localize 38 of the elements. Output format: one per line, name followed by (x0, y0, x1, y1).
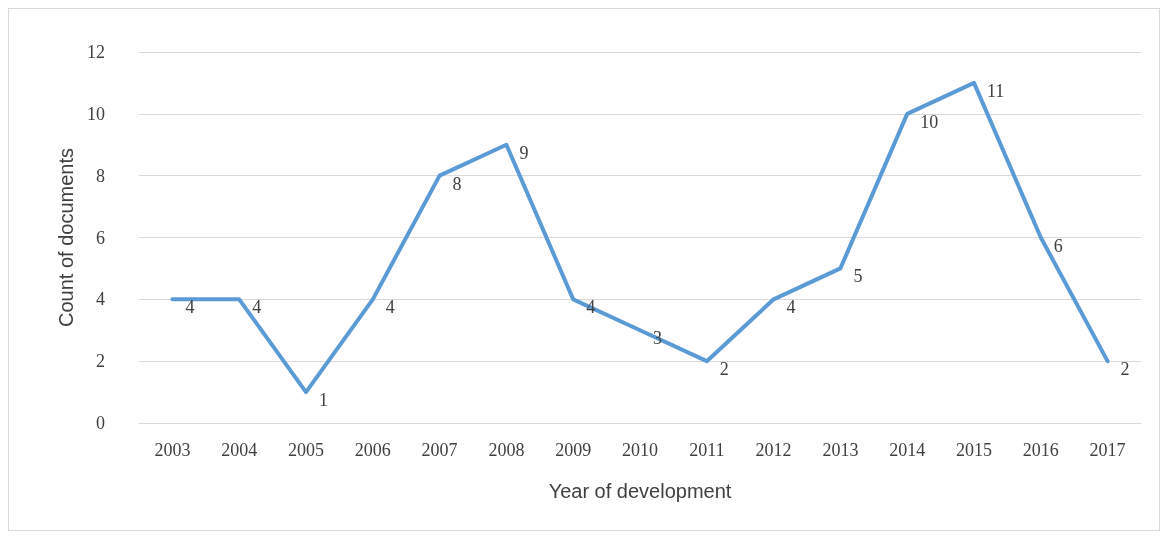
x-tick-label: 2017 (1089, 440, 1126, 460)
data-label: 8 (452, 173, 462, 194)
x-axis-title: Year of development (548, 480, 732, 502)
data-label: 4 (385, 297, 395, 318)
x-tick-label: 2004 (221, 440, 258, 460)
x-tick-label: 2010 (622, 440, 658, 460)
x-tick-label: 2011 (689, 440, 725, 460)
x-tick-label: 2014 (889, 440, 926, 460)
data-label: 5 (853, 266, 863, 287)
y-tick-label: 12 (87, 42, 105, 62)
x-tick-label: 2006 (354, 440, 391, 460)
x-tick-label: 2015 (956, 440, 992, 460)
x-tick-label: 2009 (555, 440, 592, 460)
data-label: 9 (519, 142, 529, 163)
data-label: 6 (1053, 235, 1063, 256)
data-label: 10 (920, 111, 939, 132)
y-tick-label: 10 (87, 103, 105, 124)
x-tick-label: 2016 (1022, 440, 1059, 460)
line-series (170, 80, 1110, 395)
x-tick-label: 2012 (755, 440, 792, 460)
y-tick-label: 0 (96, 413, 105, 433)
data-label: 1 (319, 390, 328, 411)
data-label: 4 (252, 297, 262, 318)
data-label: 4 (185, 297, 195, 318)
y-tick-label: 4 (96, 289, 105, 310)
x-tick-label: 2013 (822, 440, 859, 460)
data-label: 11 (987, 80, 1005, 101)
y-tick-label: 2 (96, 351, 105, 372)
x-tick-label: 2008 (488, 440, 525, 460)
data-label: 2 (719, 359, 729, 380)
data-label: 4 (786, 297, 796, 318)
y-tick-label: 8 (96, 165, 105, 186)
y-axis-title: Count of documents (55, 148, 78, 327)
data-label: 2 (1120, 359, 1130, 380)
x-tick-label: 2007 (421, 440, 458, 460)
x-tick-label: 2003 (154, 440, 191, 460)
x-tick-label: 2005 (288, 440, 324, 460)
y-tick-label: 6 (96, 227, 105, 248)
